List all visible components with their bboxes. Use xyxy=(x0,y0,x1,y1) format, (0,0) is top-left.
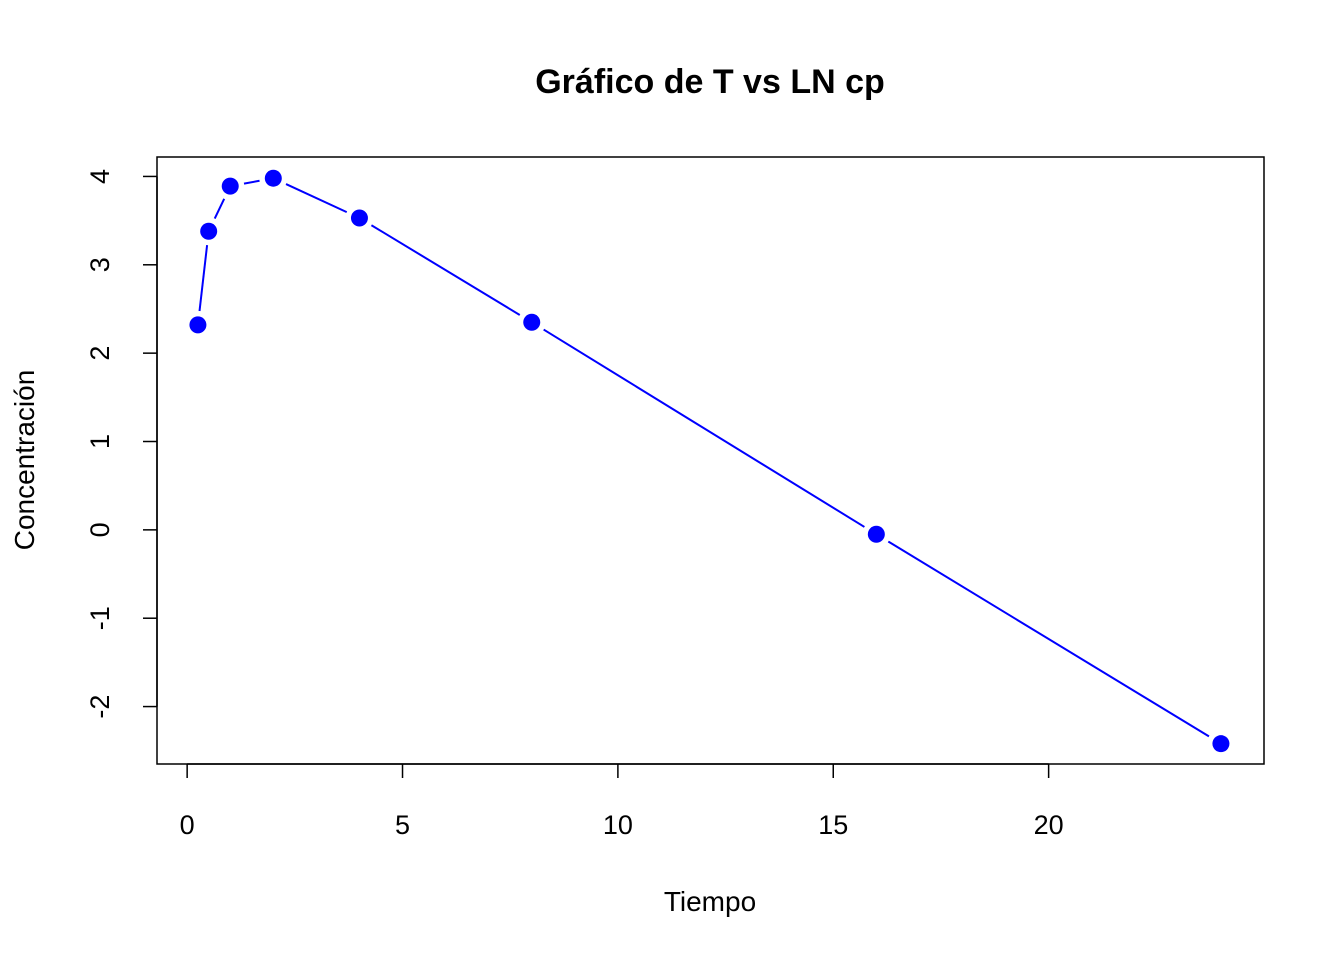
plot-frame xyxy=(156,156,1265,765)
y-tick-label: 1 xyxy=(85,434,115,449)
x-tick-label: 20 xyxy=(1034,810,1064,840)
data-point xyxy=(264,169,282,187)
x-axis-label: Tiempo xyxy=(664,886,756,917)
series-segment xyxy=(370,224,521,316)
series-line xyxy=(189,169,1230,753)
y-axis-label: Concentración xyxy=(9,370,40,551)
series-segment xyxy=(243,179,260,185)
data-point xyxy=(523,313,541,331)
x-axis: 0 5 10 15 20 xyxy=(180,763,1064,840)
data-point xyxy=(350,209,368,227)
series-segment xyxy=(887,540,1210,738)
series-segment xyxy=(285,183,348,214)
data-point xyxy=(1212,735,1230,753)
series-segment xyxy=(213,198,226,220)
y-tick-label: 2 xyxy=(85,346,115,361)
data-point xyxy=(200,222,218,240)
data-point xyxy=(221,177,239,195)
y-axis: -2 -1 0 1 2 3 4 xyxy=(85,169,158,719)
y-tick-label: 0 xyxy=(85,522,115,537)
data-point xyxy=(867,525,885,543)
data-point xyxy=(189,316,207,334)
chart-title: Gráfico de T vs LN cp xyxy=(535,63,885,101)
y-tick-label: -1 xyxy=(85,606,115,630)
y-tick-label: 4 xyxy=(85,169,115,184)
series-segment xyxy=(543,328,865,528)
y-tick-label: -2 xyxy=(85,695,115,719)
x-tick-label: 5 xyxy=(395,810,410,840)
series-segment xyxy=(198,245,209,312)
x-tick-label: 15 xyxy=(818,810,848,840)
y-tick-label: 3 xyxy=(85,257,115,272)
x-tick-label: 0 xyxy=(180,810,195,840)
x-tick-label: 10 xyxy=(603,810,633,840)
